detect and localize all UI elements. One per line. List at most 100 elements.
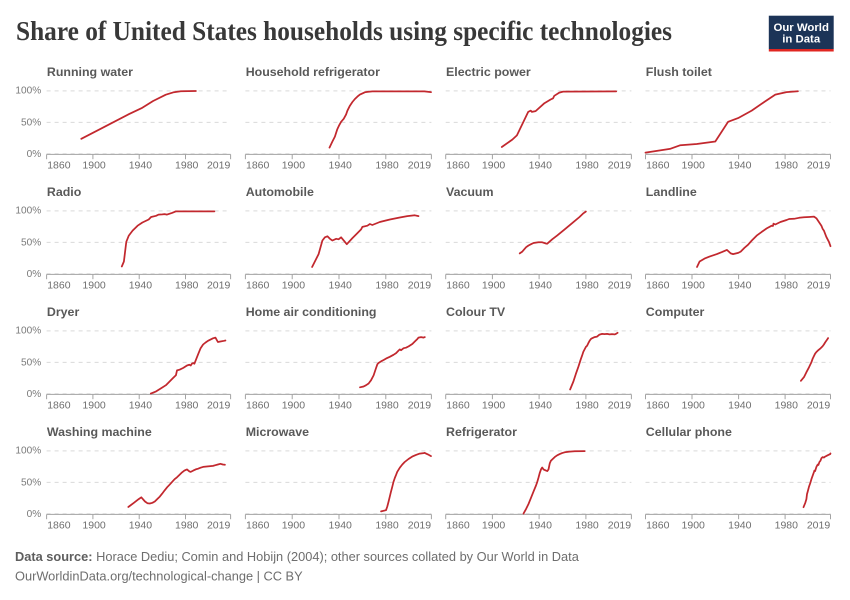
- svg-text:1940: 1940: [728, 520, 752, 532]
- svg-text:1860: 1860: [246, 520, 270, 532]
- svg-text:2019: 2019: [807, 160, 831, 172]
- svg-text:Landline: Landline: [646, 185, 697, 199]
- svg-text:1940: 1940: [329, 280, 353, 292]
- svg-text:50%: 50%: [21, 357, 41, 368]
- svg-text:2019: 2019: [207, 160, 231, 172]
- svg-text:0%: 0%: [27, 269, 42, 280]
- svg-text:2019: 2019: [408, 400, 432, 412]
- svg-text:Running water: Running water: [47, 65, 133, 79]
- svg-text:1940: 1940: [728, 160, 752, 172]
- svg-text:1900: 1900: [82, 520, 106, 532]
- svg-text:1980: 1980: [575, 160, 599, 172]
- svg-text:1980: 1980: [175, 160, 199, 172]
- svg-text:1860: 1860: [446, 400, 470, 412]
- svg-text:Electric power: Electric power: [446, 65, 531, 79]
- svg-text:Share of United States househo: Share of United States households using …: [16, 16, 672, 46]
- svg-text:1900: 1900: [82, 160, 106, 172]
- svg-text:1940: 1940: [329, 160, 353, 172]
- svg-text:Washing machine: Washing machine: [47, 425, 152, 439]
- svg-text:Microwave: Microwave: [246, 425, 309, 439]
- svg-text:Data source: Horace Dediu; Com: Data source: Horace Dediu; Comin and Hob…: [15, 549, 580, 564]
- svg-text:0%: 0%: [27, 149, 42, 160]
- svg-text:1940: 1940: [129, 400, 153, 412]
- svg-text:0%: 0%: [27, 509, 42, 520]
- svg-text:1860: 1860: [646, 400, 670, 412]
- svg-text:2019: 2019: [807, 520, 831, 532]
- svg-text:2019: 2019: [608, 160, 632, 172]
- svg-text:1980: 1980: [575, 520, 599, 532]
- svg-text:1980: 1980: [175, 520, 199, 532]
- svg-text:50%: 50%: [21, 117, 41, 128]
- svg-text:Flush toilet: Flush toilet: [646, 65, 712, 79]
- svg-text:2019: 2019: [207, 400, 231, 412]
- svg-text:Our World: Our World: [773, 22, 829, 34]
- svg-text:1900: 1900: [682, 280, 706, 292]
- svg-text:1860: 1860: [47, 280, 71, 292]
- svg-text:1900: 1900: [682, 160, 706, 172]
- svg-text:1900: 1900: [282, 160, 306, 172]
- svg-text:Radio: Radio: [47, 185, 82, 199]
- svg-text:1900: 1900: [282, 520, 306, 532]
- svg-text:1980: 1980: [375, 520, 399, 532]
- svg-text:1860: 1860: [646, 520, 670, 532]
- svg-text:1940: 1940: [129, 280, 153, 292]
- svg-text:Computer: Computer: [646, 305, 705, 319]
- svg-text:1980: 1980: [775, 160, 799, 172]
- svg-text:1900: 1900: [82, 400, 106, 412]
- svg-text:1940: 1940: [529, 520, 553, 532]
- svg-text:1860: 1860: [246, 400, 270, 412]
- svg-text:Colour TV: Colour TV: [446, 305, 506, 319]
- svg-text:OurWorldinData.org/technologic: OurWorldinData.org/technological-change …: [15, 569, 303, 584]
- svg-text:1860: 1860: [47, 400, 71, 412]
- svg-text:2019: 2019: [408, 520, 432, 532]
- svg-text:1860: 1860: [246, 160, 270, 172]
- svg-text:1980: 1980: [575, 280, 599, 292]
- svg-text:50%: 50%: [21, 477, 41, 488]
- svg-text:2019: 2019: [608, 520, 632, 532]
- svg-text:1940: 1940: [529, 280, 553, 292]
- svg-text:1980: 1980: [575, 400, 599, 412]
- svg-text:1940: 1940: [728, 280, 752, 292]
- svg-text:2019: 2019: [207, 520, 231, 532]
- svg-text:1900: 1900: [82, 280, 106, 292]
- svg-text:100%: 100%: [15, 326, 41, 337]
- svg-text:100%: 100%: [15, 206, 41, 217]
- svg-text:1900: 1900: [282, 280, 306, 292]
- svg-text:1860: 1860: [246, 280, 270, 292]
- svg-text:100%: 100%: [15, 86, 41, 97]
- svg-text:1860: 1860: [446, 160, 470, 172]
- svg-text:2019: 2019: [608, 280, 632, 292]
- svg-text:Home air conditioning: Home air conditioning: [246, 305, 377, 319]
- svg-text:1860: 1860: [646, 280, 670, 292]
- svg-text:Cellular phone: Cellular phone: [646, 425, 732, 439]
- svg-text:2019: 2019: [207, 280, 231, 292]
- svg-text:Vacuum: Vacuum: [446, 185, 494, 199]
- svg-text:Household refrigerator: Household refrigerator: [246, 65, 380, 79]
- svg-text:1900: 1900: [482, 160, 506, 172]
- svg-text:1900: 1900: [482, 280, 506, 292]
- svg-text:1980: 1980: [375, 160, 399, 172]
- svg-text:2019: 2019: [807, 280, 831, 292]
- svg-text:1980: 1980: [775, 520, 799, 532]
- svg-text:1940: 1940: [728, 400, 752, 412]
- svg-text:0%: 0%: [27, 389, 42, 400]
- svg-text:2019: 2019: [408, 160, 432, 172]
- svg-text:Dryer: Dryer: [47, 305, 80, 319]
- svg-text:1940: 1940: [129, 160, 153, 172]
- svg-text:1980: 1980: [375, 400, 399, 412]
- svg-text:1980: 1980: [775, 400, 799, 412]
- svg-text:2019: 2019: [608, 400, 632, 412]
- svg-text:1980: 1980: [175, 400, 199, 412]
- svg-text:1940: 1940: [329, 400, 353, 412]
- svg-text:1940: 1940: [129, 520, 153, 532]
- svg-text:1980: 1980: [775, 280, 799, 292]
- svg-text:1900: 1900: [482, 400, 506, 412]
- svg-text:1900: 1900: [482, 520, 506, 532]
- svg-text:100%: 100%: [15, 446, 41, 457]
- svg-text:1860: 1860: [47, 160, 71, 172]
- svg-text:in Data: in Data: [782, 34, 821, 46]
- svg-text:1860: 1860: [646, 160, 670, 172]
- svg-text:Automobile: Automobile: [246, 185, 314, 199]
- svg-text:1980: 1980: [175, 280, 199, 292]
- svg-text:1940: 1940: [329, 520, 353, 532]
